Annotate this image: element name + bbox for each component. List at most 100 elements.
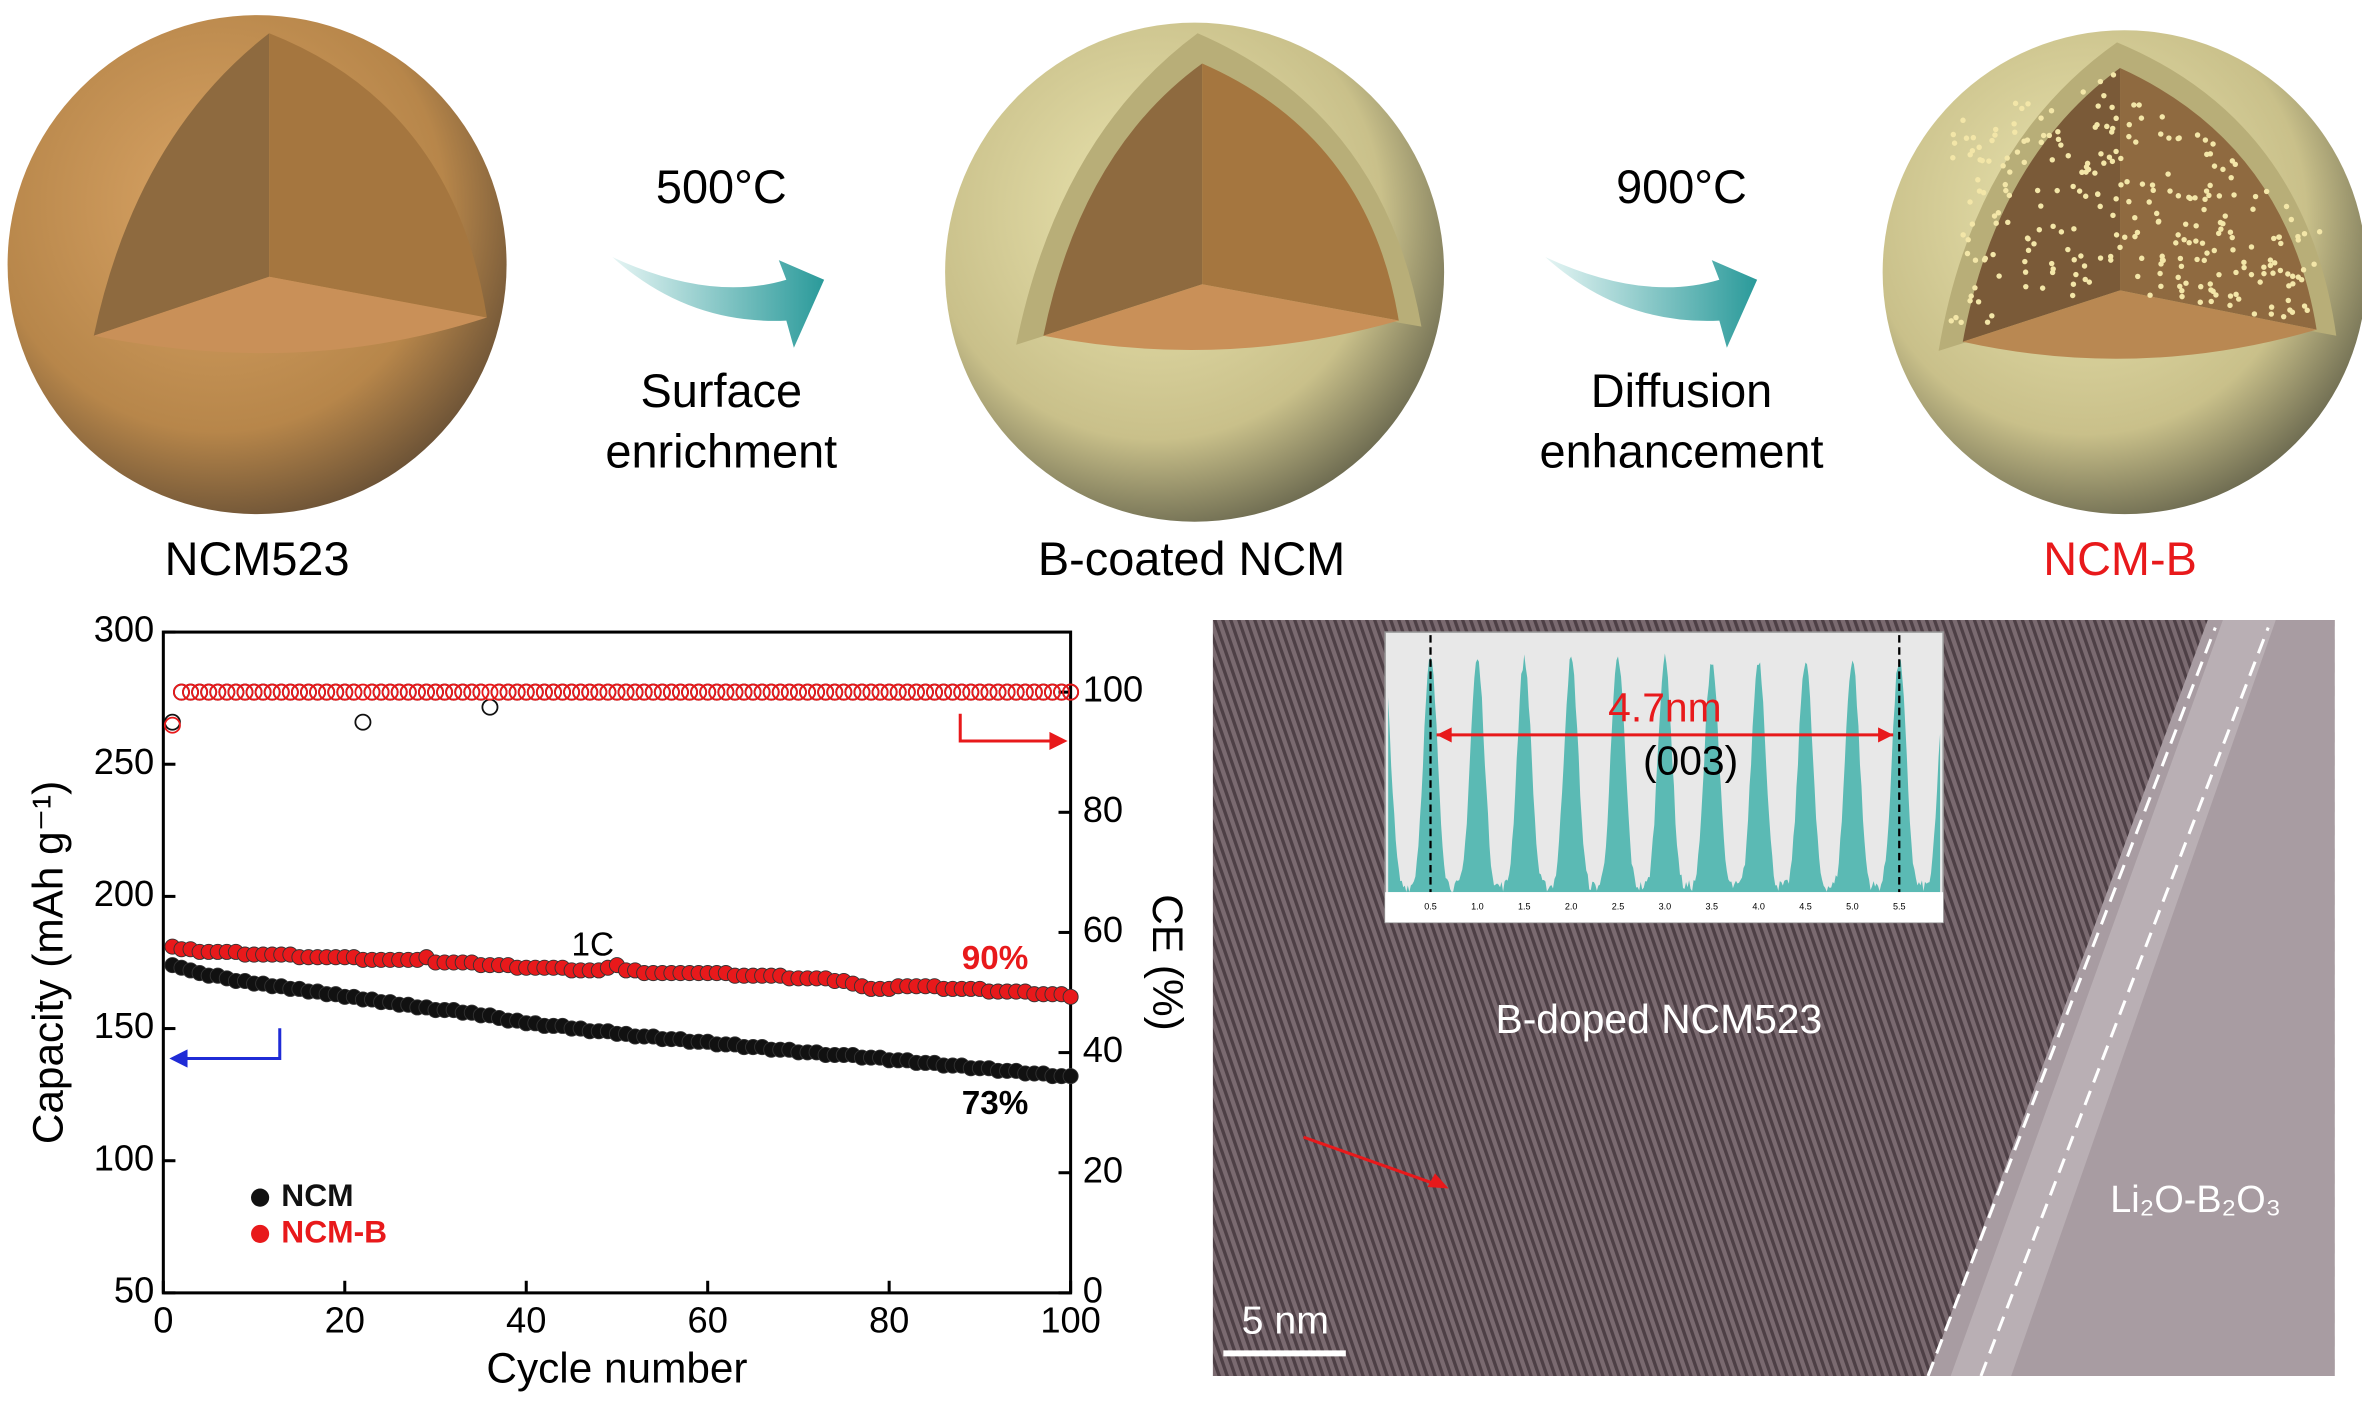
particle <box>2270 270 2276 276</box>
particle <box>2097 255 2104 261</box>
particle <box>2139 181 2146 187</box>
step-text: enhancement <box>1540 426 1824 478</box>
particle <box>2268 311 2275 317</box>
tem-panel: 4.7nm (003) B-doped NCM523 Li₂O-B₂O₃ 5 n… <box>1212 619 2335 1377</box>
point <box>1007 683 1025 701</box>
particle <box>2092 124 2099 130</box>
point <box>699 683 717 701</box>
particle <box>2038 139 2044 145</box>
particle <box>2197 299 2204 305</box>
point <box>771 683 789 701</box>
particle <box>2109 104 2115 111</box>
point <box>499 683 517 701</box>
particle <box>2155 218 2162 225</box>
point <box>944 683 962 701</box>
y-tick-label: 150 <box>94 1005 155 1046</box>
particle <box>2248 244 2255 250</box>
particle <box>2295 237 2301 243</box>
point <box>744 683 762 701</box>
particle <box>2231 192 2237 198</box>
particle <box>2058 229 2065 235</box>
particle <box>2220 166 2226 173</box>
direction-arrow <box>1302 1135 1441 1187</box>
particle <box>2248 271 2255 278</box>
inset-tick-label: 2.0 <box>1565 902 1578 912</box>
particle <box>2213 292 2219 298</box>
particle <box>2211 247 2218 254</box>
particle <box>2000 163 2006 169</box>
particle <box>2207 281 2213 287</box>
particle <box>2208 298 2214 305</box>
point <box>1025 683 1043 701</box>
point <box>808 683 826 701</box>
point <box>780 683 798 701</box>
particle <box>2228 174 2234 181</box>
point <box>862 683 880 701</box>
point <box>463 683 481 701</box>
particle <box>2036 226 2043 233</box>
point <box>726 683 744 701</box>
point <box>227 683 245 701</box>
point <box>481 683 499 701</box>
particle <box>2071 226 2077 232</box>
inset-tick-label: 3.0 <box>1659 902 1672 912</box>
particle <box>2311 261 2317 267</box>
particle <box>2076 188 2083 194</box>
particle <box>1951 140 1958 146</box>
particle <box>2182 221 2189 227</box>
y-tick-label: 50 <box>114 1269 154 1310</box>
inset-tick-label: 1.5 <box>1518 902 1531 912</box>
particle <box>2268 304 2275 310</box>
point <box>635 683 653 701</box>
cut-face <box>269 33 487 318</box>
point <box>336 683 354 701</box>
sphere-label: NCM-B <box>2043 533 2197 585</box>
particle <box>2241 264 2247 271</box>
y-tick-label: 200 <box>94 873 155 914</box>
particle <box>2011 121 2017 127</box>
cut-face <box>1043 63 1203 336</box>
particle <box>2104 123 2110 130</box>
point <box>481 698 499 716</box>
particle <box>2203 188 2210 194</box>
particle <box>2025 247 2032 254</box>
inset-tick-label: 1.0 <box>1471 902 1484 912</box>
cut-face <box>1202 63 1399 321</box>
particle <box>2113 115 2119 122</box>
particle <box>1972 257 1979 263</box>
particle <box>2316 229 2323 235</box>
point <box>898 683 916 701</box>
particle <box>2080 89 2086 95</box>
point <box>953 683 971 701</box>
point <box>926 683 943 701</box>
particle <box>2073 271 2079 278</box>
particle <box>1969 221 1976 227</box>
point <box>998 683 1016 701</box>
point <box>544 683 562 701</box>
inset-tick-label: 2.5 <box>1612 902 1625 912</box>
y-tick-label: 300 <box>94 609 155 650</box>
particle <box>2110 72 2117 78</box>
point <box>681 683 699 701</box>
particle <box>2134 229 2141 236</box>
temperature: 900°C <box>1616 161 1747 213</box>
point <box>572 683 590 701</box>
step-text: Diffusion <box>1591 365 1772 417</box>
point <box>717 683 735 701</box>
particle <box>2110 212 2116 219</box>
point <box>427 683 444 701</box>
point <box>508 683 526 701</box>
particle <box>2117 244 2123 251</box>
particle <box>2159 114 2165 120</box>
particle <box>2002 181 2008 188</box>
particle <box>2107 253 2114 260</box>
particle <box>2177 283 2183 290</box>
axis-arrow <box>178 1028 282 1061</box>
x-tick-label: 20 <box>325 1300 365 1341</box>
particle <box>2040 132 2047 139</box>
particle <box>2287 307 2293 313</box>
axis-arrow <box>958 713 1059 743</box>
particle <box>1996 273 2002 279</box>
point <box>163 716 181 734</box>
